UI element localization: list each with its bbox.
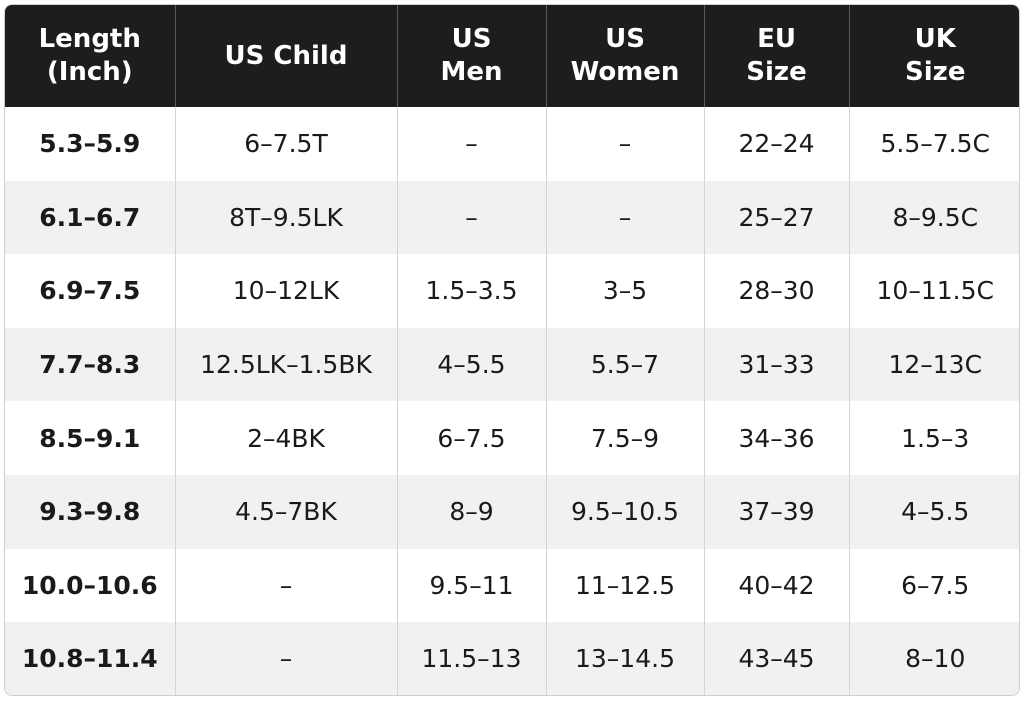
cell-us-child: 8T–9.5LK — [175, 180, 398, 255]
cell-uk-size: 8–10 — [905, 644, 966, 674]
cell-length: 6.9–7.5 — [5, 254, 176, 328]
cell-uk-size: 5.5–7.5C — [880, 129, 990, 159]
cell-us-child: 12.5LK–1.5BK — [175, 327, 398, 402]
cell-us-women: 9.5–10.5 — [546, 474, 705, 549]
cell-length: 6.1–6.7 — [5, 180, 176, 255]
header-row: Length (Inch) US Child US Men US Women E… — [5, 5, 1019, 107]
cell-eu-size: 22–24 — [704, 107, 850, 181]
size-chart-table: Length (Inch) US Child US Men US Women E… — [4, 4, 1020, 696]
cell-uk-size: 12–13C — [888, 350, 983, 380]
cell-length: 9.3–9.8 — [5, 474, 176, 549]
cell-us-men: 11.5–13 — [397, 622, 547, 695]
cell-uk-size: 10–11.5C — [876, 276, 994, 306]
table-row: 6.9–7.5 10–12LK 1.5–3.5 3–5 28–30 10–11.… — [5, 254, 1019, 328]
table-row: 8.5–9.1 2–4BK 6–7.5 7.5–9 34–36 1.5–3 — [5, 401, 1019, 475]
cell-us-child: 4.5–7BK — [175, 474, 398, 549]
table-row: 6.1–6.7 8T–9.5LK – – 25–27 8–9.5C — [5, 180, 1019, 255]
cell-length: 5.3–5.9 — [5, 107, 176, 181]
cell-us-women: 7.5–9 — [546, 401, 705, 475]
table-header: Length (Inch) US Child US Men US Women E… — [5, 5, 1019, 107]
cell-us-women: 3–5 — [546, 254, 705, 328]
cell-us-child: – — [175, 548, 398, 623]
cell-eu-size: 40–42 — [704, 548, 850, 623]
table-row: 7.7–8.3 12.5LK–1.5BK 4–5.5 5.5–7 31–33 1… — [5, 327, 1019, 402]
cell-eu-size: 37–39 — [704, 474, 850, 549]
header-us-men: US Men — [397, 5, 547, 107]
cell-uk-size: 1.5–3 — [901, 423, 970, 453]
cell-uk-size: 8–9.5C — [892, 202, 979, 232]
cell-eu-size: 25–27 — [704, 180, 850, 255]
cell-length: 7.7–8.3 — [5, 327, 176, 402]
cell-us-men: – — [397, 107, 547, 181]
cell-us-women: 13–14.5 — [546, 622, 705, 695]
cell-us-men: 8–9 — [397, 474, 547, 549]
cell-us-men: 6–7.5 — [397, 401, 547, 475]
cell-us-women: – — [546, 107, 705, 181]
header-us-child: US Child — [175, 5, 398, 107]
cell-us-child: 2–4BK — [175, 401, 398, 475]
cell-us-women: – — [546, 180, 705, 255]
header-us-women: US Women — [546, 5, 705, 107]
header-uk-size: UK Size — [905, 24, 966, 87]
cell-eu-size: 34–36 — [704, 401, 850, 475]
header-length: Length (Inch) — [5, 5, 176, 107]
cell-us-men: 1.5–3.5 — [397, 254, 547, 328]
cell-us-child: – — [175, 622, 398, 695]
table-row: 5.3–5.9 6–7.5T – – 22–24 5.5–7.5C — [5, 107, 1019, 181]
cell-us-child: 10–12LK — [175, 254, 398, 328]
cell-us-men: – — [397, 180, 547, 255]
cell-eu-size: 28–30 — [704, 254, 850, 328]
cell-us-women: 5.5–7 — [546, 327, 705, 402]
cell-us-child: 6–7.5T — [175, 107, 398, 181]
table-row: 9.3–9.8 4.5–7BK 8–9 9.5–10.5 37–39 4–5.5 — [5, 474, 1019, 549]
cell-uk-size: 4–5.5 — [901, 497, 970, 527]
header-eu-size: EU Size — [704, 5, 850, 107]
cell-us-men: 4–5.5 — [397, 327, 547, 402]
cell-uk-size: 6–7.5 — [901, 570, 970, 600]
cell-us-men: 9.5–11 — [397, 548, 547, 623]
table-body: 5.3–5.9 6–7.5T – – 22–24 5.5–7.5C 6.1–6.… — [5, 107, 1019, 695]
table-row: 10.0–10.6 – 9.5–11 11–12.5 40–42 6–7.5 — [5, 548, 1019, 623]
table-row: 10.8–11.4 – 11.5–13 13–14.5 43–45 8–10 — [5, 622, 1019, 695]
cell-length: 8.5–9.1 — [5, 401, 176, 475]
cell-length: 10.0–10.6 — [5, 548, 176, 623]
cell-us-women: 11–12.5 — [546, 548, 705, 623]
cell-length: 10.8–11.4 — [5, 622, 176, 695]
cell-eu-size: 43–45 — [704, 622, 850, 695]
cell-eu-size: 31–33 — [704, 327, 850, 402]
